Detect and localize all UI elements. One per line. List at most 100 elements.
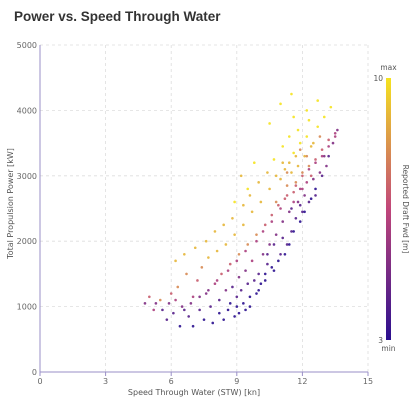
data-point (244, 269, 247, 272)
data-point (298, 220, 302, 223)
data-point (296, 128, 300, 132)
data-point (333, 131, 337, 135)
data-point (237, 252, 241, 256)
data-point (233, 315, 236, 318)
data-point (263, 272, 267, 276)
data-point (283, 167, 287, 171)
data-point (292, 200, 295, 204)
data-point (161, 308, 164, 312)
data-point (266, 262, 269, 266)
colorbar-max-value: 10 (373, 74, 383, 83)
data-point (246, 282, 250, 286)
data-point (322, 115, 326, 119)
data-point (235, 295, 239, 299)
data-point (303, 154, 306, 158)
y-axis-title: Total Propulsion Power [kW] (6, 148, 15, 260)
data-point (292, 190, 295, 194)
data-point (202, 318, 206, 321)
colorbar-gradient (386, 78, 391, 340)
data-point (174, 259, 177, 263)
data-point (292, 115, 295, 119)
data-point (257, 272, 260, 276)
data-point (196, 279, 199, 282)
data-point (281, 220, 285, 223)
data-point (301, 174, 304, 178)
data-point (307, 167, 311, 171)
data-point (298, 141, 302, 145)
data-point (233, 233, 236, 236)
data-point (316, 125, 320, 129)
data-point (224, 288, 228, 292)
data-point (242, 302, 245, 305)
data-point (283, 197, 287, 200)
data-point (226, 269, 230, 272)
data-point (287, 243, 291, 246)
data-point (246, 187, 250, 191)
data-point (224, 243, 228, 246)
data-point (176, 285, 180, 289)
data-point (165, 318, 169, 321)
data-point (207, 256, 210, 259)
data-point (172, 311, 175, 315)
data-point (301, 171, 304, 174)
data-point (250, 210, 254, 214)
data-point (287, 135, 291, 138)
data-point (325, 164, 328, 168)
chart-title: Power vs. Speed Through Water (14, 9, 221, 24)
data-point (279, 177, 282, 181)
data-point (277, 259, 280, 263)
data-point (290, 230, 293, 233)
data-point (305, 109, 309, 112)
y-tick-label: 3000 (17, 172, 37, 181)
data-point (250, 259, 254, 263)
data-point (211, 321, 215, 325)
colorbar-title: Reported Draft Fwd [m] (401, 165, 410, 254)
data-point (309, 174, 313, 178)
data-point (204, 239, 208, 243)
data-point (207, 288, 210, 292)
data-point (248, 194, 252, 197)
data-point (281, 161, 285, 165)
data-point (235, 259, 239, 263)
data-point (333, 135, 337, 138)
data-point (244, 308, 247, 312)
data-point (272, 243, 276, 246)
data-point (307, 118, 311, 122)
grid-lines (40, 44, 369, 372)
data-point (274, 233, 278, 236)
data-point (290, 207, 293, 210)
data-point (320, 174, 324, 178)
y-tick-label: 5000 (17, 41, 37, 50)
axes: 0 3 6 9 12 15 0 1000 2000 3000 4000 5000 Speed Throu… (6, 41, 373, 397)
data-point (294, 184, 298, 187)
data-point (329, 105, 333, 109)
data-point (148, 295, 151, 299)
data-point (281, 145, 285, 148)
data-point (189, 302, 193, 305)
data-point (185, 272, 188, 276)
x-tick-label: 9 (234, 377, 239, 386)
data-point (309, 145, 313, 148)
data-point (314, 158, 317, 161)
data-point (263, 223, 267, 227)
data-point (296, 200, 300, 204)
data-point (336, 128, 339, 132)
data-point (316, 99, 320, 102)
y-tick-label: 4000 (17, 106, 37, 115)
data-point (307, 200, 311, 204)
data-point (180, 305, 184, 308)
data-point (231, 285, 234, 289)
data-point (290, 92, 293, 96)
data-point (312, 177, 315, 181)
data-point (248, 295, 252, 299)
data-point (294, 181, 298, 184)
data-point (303, 210, 306, 214)
x-tick-label: 0 (37, 377, 42, 386)
y-tick-label: 1000 (17, 303, 37, 312)
data-point (209, 305, 212, 308)
data-point (314, 194, 317, 197)
x-tick-label: 3 (103, 377, 108, 386)
data-point (305, 135, 309, 138)
colorbar-max-label: max (380, 63, 397, 72)
data-point (298, 203, 302, 207)
